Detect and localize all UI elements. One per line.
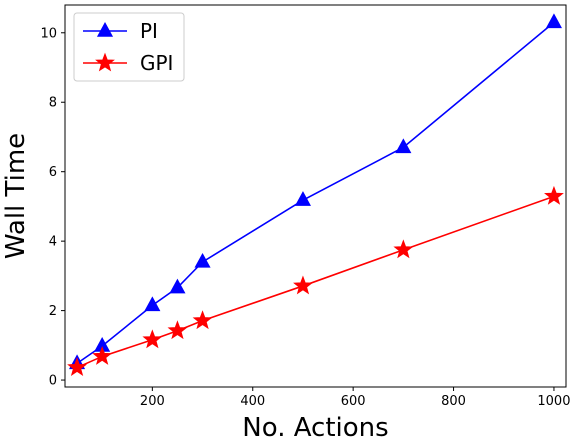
series-line [76, 21, 555, 365]
data-point [144, 296, 161, 312]
legend-label: GPI [140, 51, 173, 75]
data-point [294, 191, 311, 206]
data-point [92, 346, 113, 365]
x-axis-label: No. Actions [242, 413, 388, 439]
data-point [545, 13, 562, 29]
y-tick-label: 4 [49, 235, 57, 250]
data-point [194, 252, 211, 268]
x-tick-label: 600 [341, 394, 366, 409]
data-point [544, 185, 564, 205]
data-point [167, 320, 188, 340]
y-axis-ticks: 0 2 4 6 8 10 [40, 26, 65, 389]
x-tick-label: 800 [441, 394, 466, 409]
x-tick-label: 200 [140, 394, 165, 409]
data-point [169, 278, 186, 294]
data-point [142, 329, 163, 349]
data-point [393, 239, 414, 259]
y-tick-label: 8 [49, 96, 57, 111]
y-tick-label: 2 [49, 304, 57, 319]
legend-marker [95, 52, 115, 72]
series-layer [67, 13, 564, 376]
legend-marker [96, 21, 114, 37]
legend-label: PI [140, 19, 158, 43]
y-tick-label: 10 [40, 26, 57, 41]
y-axis-label: Wall Time [1, 133, 31, 259]
x-axis-ticks: 200 400 600 800 1000 [140, 387, 570, 409]
y-tick-label: 6 [49, 165, 57, 180]
data-point [395, 138, 412, 154]
data-point [67, 357, 87, 376]
x-tick-label: 400 [240, 394, 265, 409]
x-tick-label: 1000 [537, 394, 570, 409]
data-point [293, 275, 313, 295]
legend: PI GPI [73, 12, 185, 82]
series-gpi [67, 185, 564, 376]
data-point [192, 310, 213, 330]
y-tick-label: 0 [49, 374, 57, 389]
